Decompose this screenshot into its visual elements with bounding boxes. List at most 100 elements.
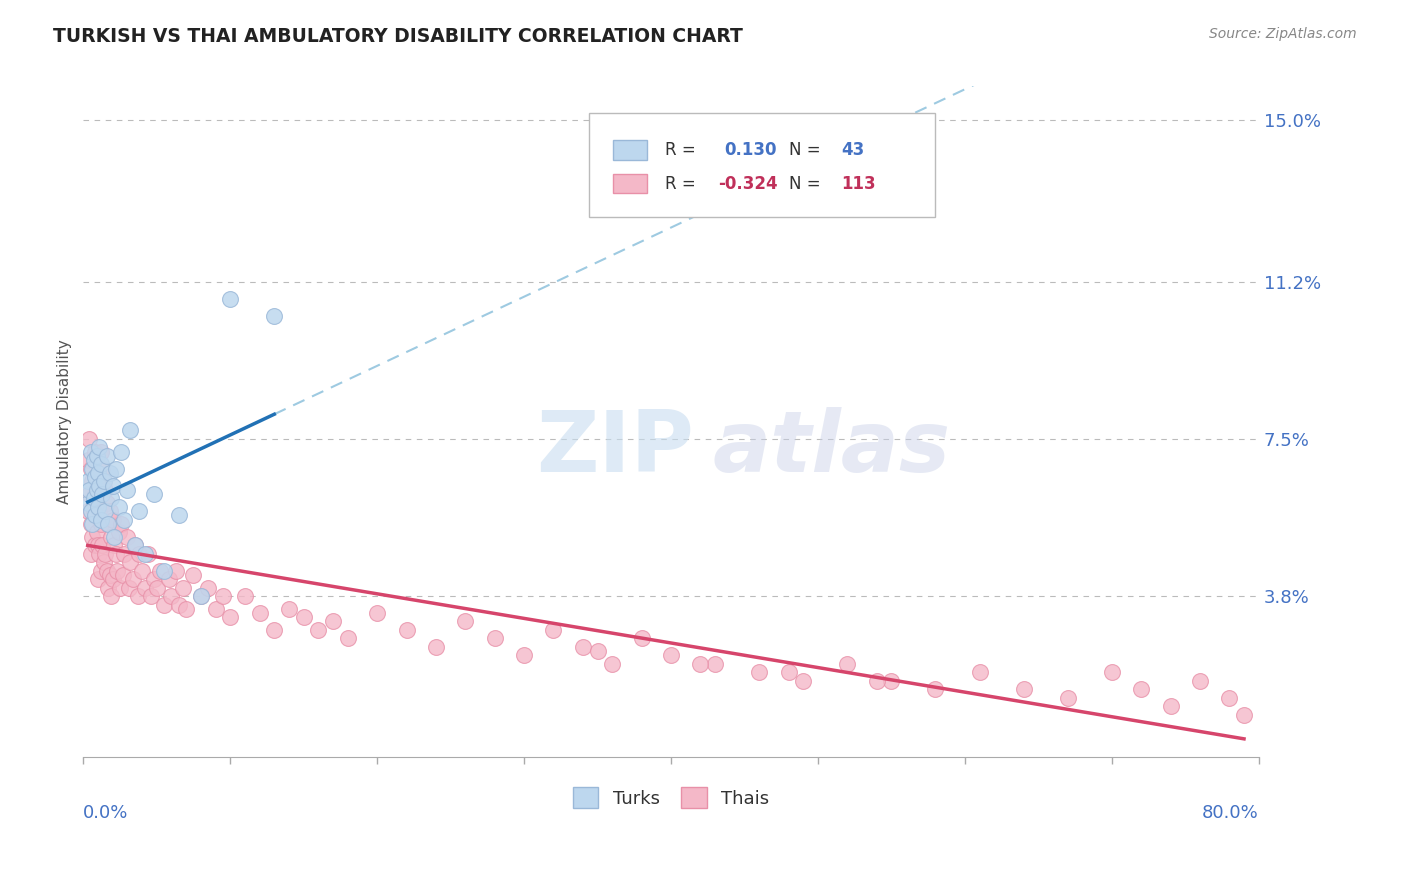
Point [100, 491, 122, 506]
Point [600, 657, 623, 671]
Point [157, 572, 180, 586]
Point [90, 512, 112, 526]
Point [90, 564, 112, 578]
Point [82, 461, 104, 475]
Point [89, 504, 111, 518]
Point [91, 538, 114, 552]
Point [145, 581, 167, 595]
Point [142, 572, 165, 586]
Point [307, 623, 329, 637]
Point [136, 547, 159, 561]
Point [219, 292, 242, 306]
Point [586, 644, 609, 658]
Point [1130, 682, 1153, 697]
Text: ZIP: ZIP [536, 408, 693, 491]
Point [84, 470, 107, 484]
Point [197, 581, 219, 595]
Point [79, 516, 101, 531]
Point [91, 487, 114, 501]
Point [322, 615, 344, 629]
Point [84, 508, 107, 523]
Point [96, 564, 118, 578]
Point [1160, 699, 1182, 714]
Text: Source: ZipAtlas.com: Source: ZipAtlas.com [1209, 27, 1357, 41]
Point [366, 606, 388, 620]
Point [778, 665, 800, 680]
Point [90, 458, 112, 472]
Point [82, 516, 104, 531]
Point [212, 589, 235, 603]
Text: N =: N = [789, 141, 825, 159]
FancyBboxPatch shape [613, 174, 648, 194]
Point [131, 564, 153, 578]
Point [425, 640, 447, 654]
Point [866, 673, 889, 688]
Point [76, 504, 98, 518]
Point [98, 466, 121, 480]
Point [84, 538, 107, 552]
Point [219, 610, 242, 624]
Point [76, 475, 98, 489]
Point [128, 504, 150, 518]
Point [572, 640, 595, 654]
Point [174, 601, 197, 615]
Point [76, 495, 98, 509]
Point [172, 581, 194, 595]
Point [128, 547, 150, 561]
Text: 113: 113 [841, 175, 876, 193]
Point [704, 657, 727, 671]
Point [86, 449, 108, 463]
Point [454, 615, 477, 629]
Text: R =: R = [665, 141, 702, 159]
Text: R =: R = [665, 175, 702, 193]
Point [87, 572, 110, 586]
Point [1233, 707, 1256, 722]
Point [153, 564, 176, 578]
Point [134, 581, 156, 595]
Point [118, 581, 141, 595]
Point [120, 555, 142, 569]
Point [1188, 673, 1211, 688]
Point [104, 461, 127, 475]
Point [90, 516, 112, 531]
Point [190, 589, 212, 603]
Point [97, 516, 120, 531]
Point [112, 512, 135, 526]
Point [82, 530, 104, 544]
Point [1101, 665, 1123, 680]
Point [190, 589, 212, 603]
Point [96, 495, 118, 509]
Point [86, 483, 108, 497]
Point [659, 648, 682, 663]
Point [689, 657, 711, 671]
Point [969, 665, 991, 680]
Point [83, 504, 105, 518]
Point [83, 491, 105, 506]
Point [97, 516, 120, 531]
Text: 80.0%: 80.0% [1202, 805, 1258, 822]
Point [90, 444, 112, 458]
Point [104, 547, 127, 561]
Point [183, 567, 205, 582]
Point [630, 632, 652, 646]
Point [96, 449, 118, 463]
Point [79, 461, 101, 475]
Point [101, 478, 124, 492]
Point [82, 475, 104, 489]
Text: 43: 43 [841, 141, 865, 159]
Point [91, 461, 114, 475]
Text: 0.130: 0.130 [724, 141, 776, 159]
Point [513, 648, 536, 663]
Point [117, 530, 139, 544]
Point [1218, 690, 1240, 705]
Point [107, 500, 129, 514]
Point [292, 610, 315, 624]
Point [110, 516, 132, 531]
Point [107, 525, 129, 540]
Point [87, 538, 110, 552]
Point [111, 567, 134, 582]
Point [278, 601, 301, 615]
Point [93, 475, 115, 489]
Point [79, 504, 101, 518]
Point [101, 572, 124, 586]
